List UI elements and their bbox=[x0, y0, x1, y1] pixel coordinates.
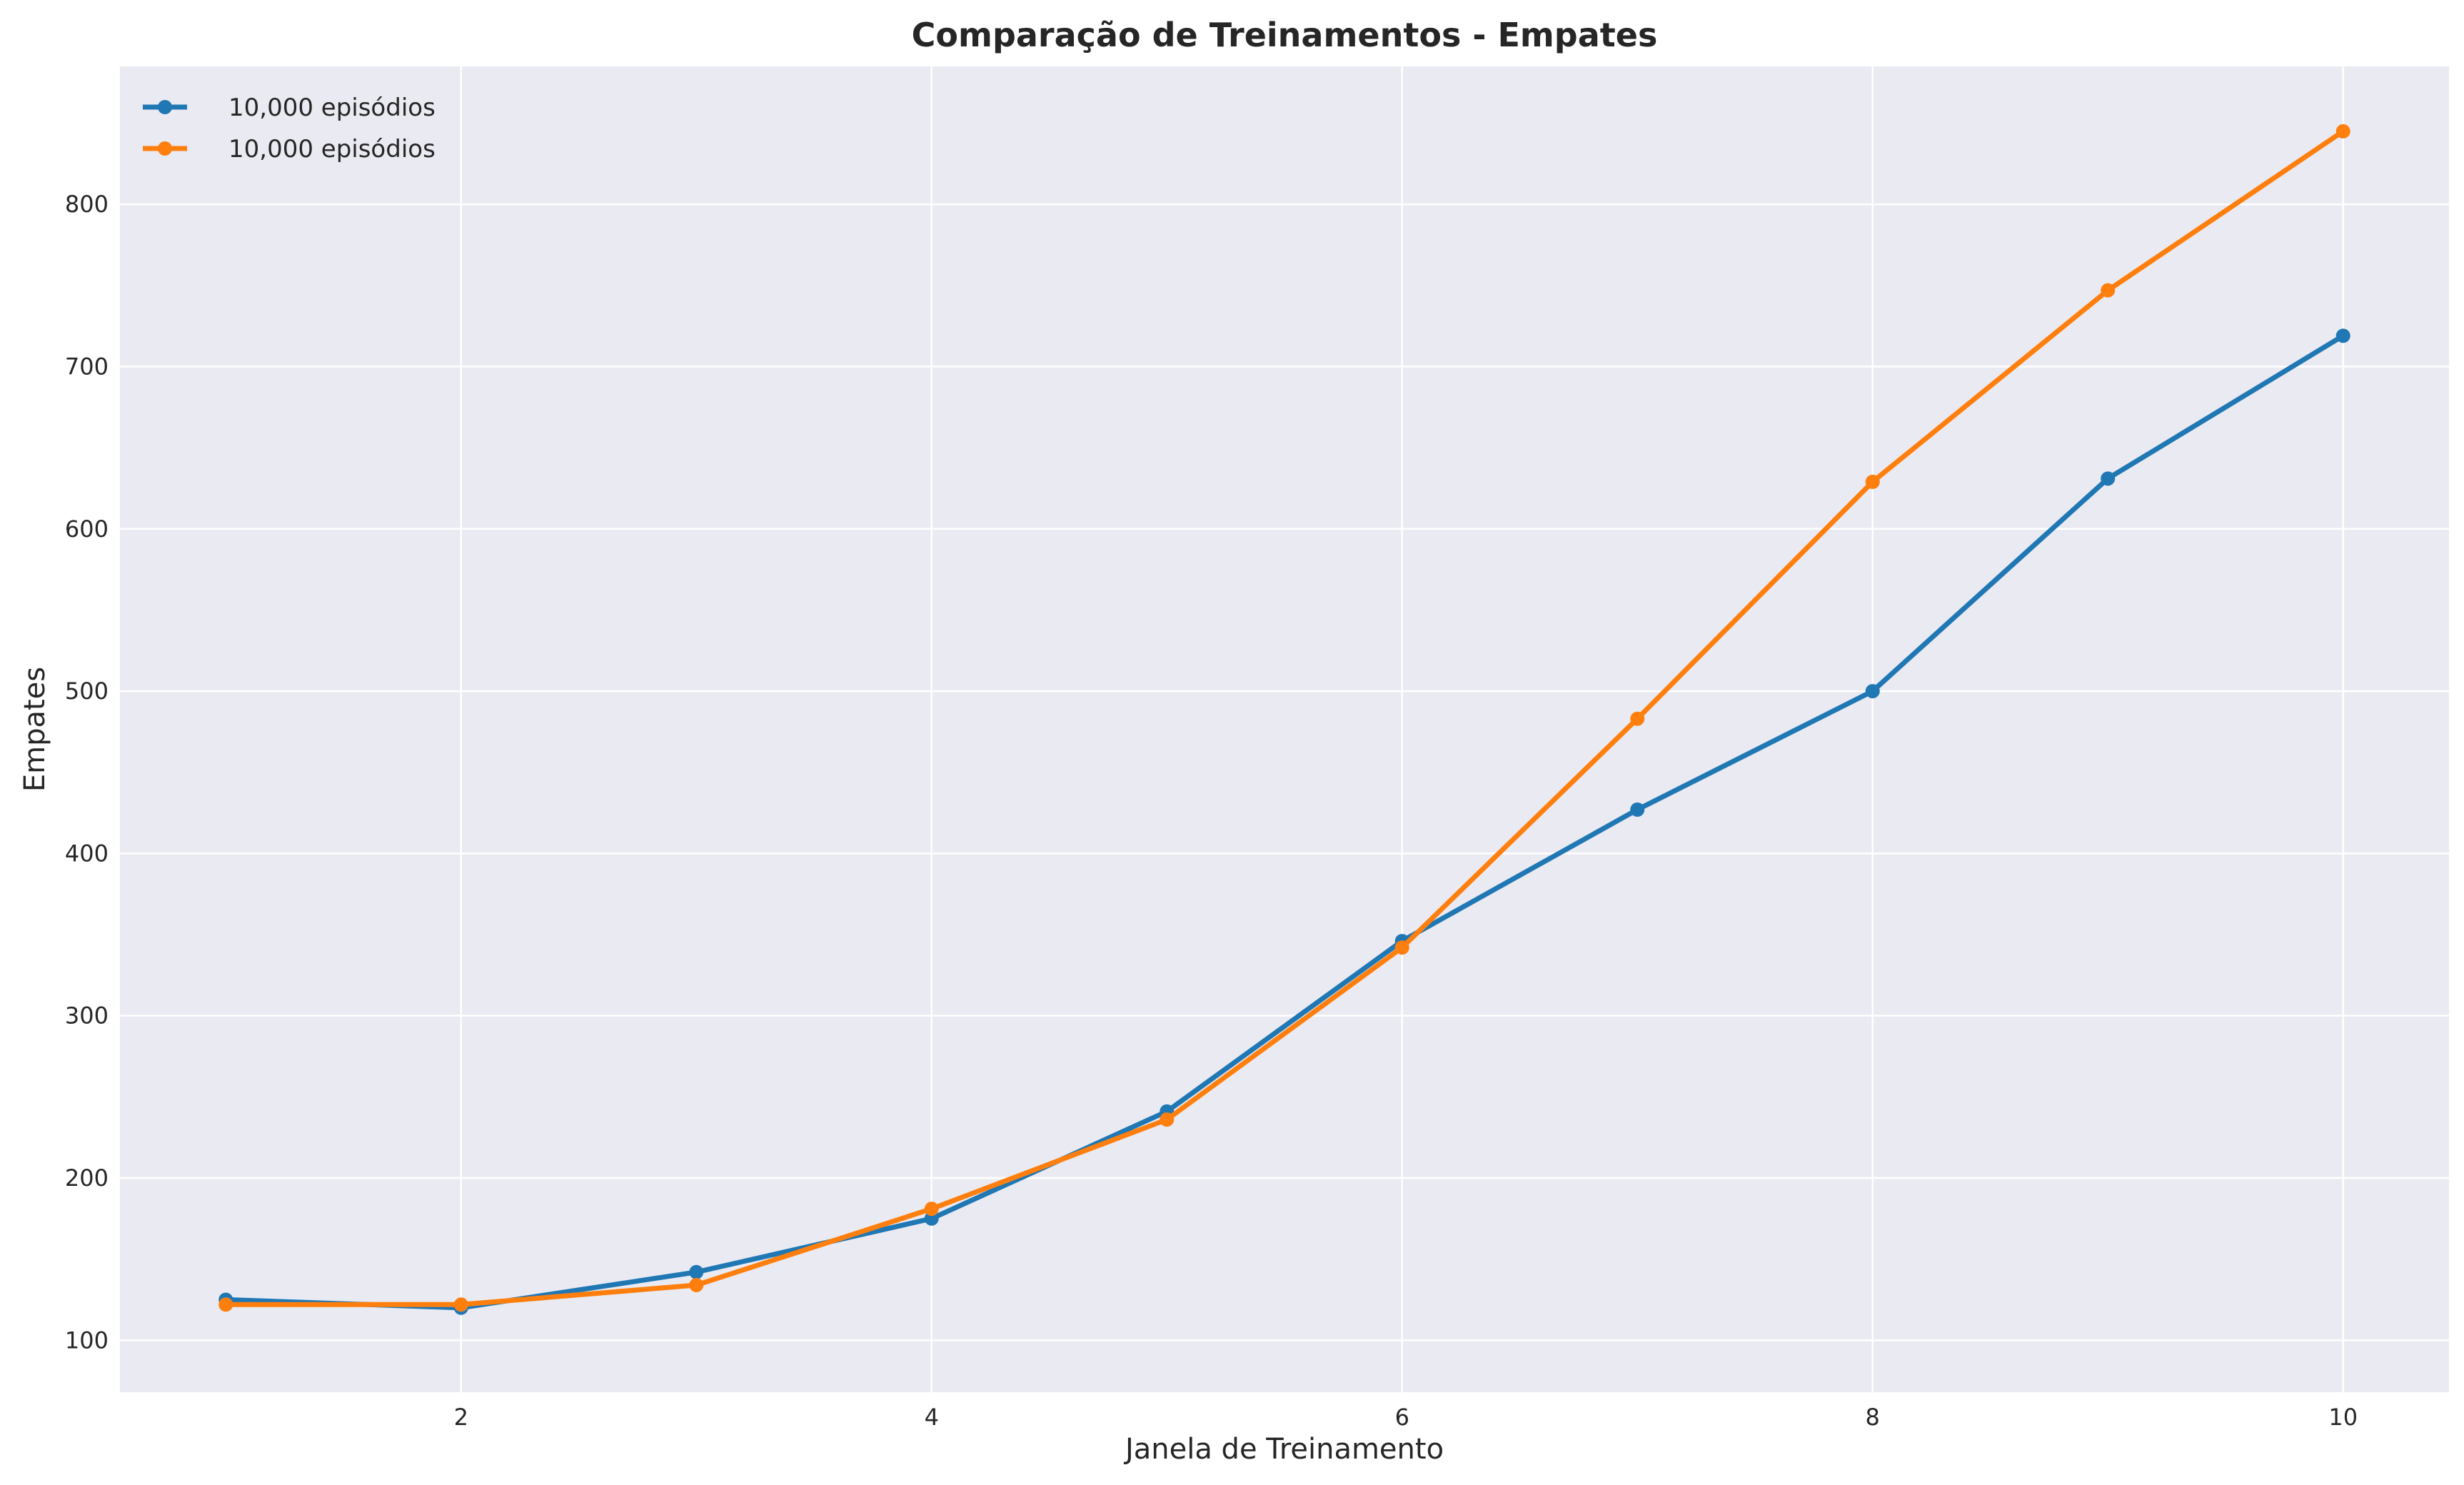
data-point bbox=[2101, 283, 2116, 298]
legend-label: 10,000 episódios bbox=[228, 94, 436, 122]
data-point bbox=[924, 1202, 939, 1217]
series-line bbox=[223, 333, 2346, 1311]
y-tick-label: 200 bbox=[65, 1164, 109, 1192]
legend-item: 10,000 episódios bbox=[143, 94, 436, 122]
x-tick-label: 2 bbox=[454, 1404, 468, 1431]
legend: 10,000 episódios 10,000 episódios bbox=[143, 94, 436, 163]
data-point bbox=[2335, 124, 2350, 139]
legend-label: 10,000 episódios bbox=[228, 135, 436, 163]
x-tick-label: 8 bbox=[1866, 1404, 1880, 1431]
y-tick-label: 500 bbox=[65, 678, 109, 705]
data-point bbox=[1394, 940, 1409, 955]
plot-area bbox=[120, 66, 2449, 1392]
ticks: 2 4 6 8 10 100 200 300 400 500 600 700 800 bbox=[65, 191, 2358, 1431]
y-axis-label: Empates bbox=[19, 667, 51, 792]
x-axis-label: Janela de Treinamento bbox=[1123, 1433, 1444, 1466]
x-tick-label: 4 bbox=[925, 1404, 939, 1431]
data-point bbox=[1630, 802, 1645, 817]
legend-item: 10,000 episódios bbox=[143, 135, 436, 163]
y-tick-label: 400 bbox=[65, 840, 109, 867]
data-point bbox=[1865, 684, 1880, 699]
data-point bbox=[1160, 1112, 1175, 1127]
chart-title: Comparação de Treinamentos - Empates bbox=[912, 16, 1658, 54]
y-tick-label: 700 bbox=[65, 353, 109, 380]
y-tick-label: 600 bbox=[65, 515, 109, 543]
x-tick-label: 6 bbox=[1395, 1404, 1409, 1431]
data-point bbox=[218, 1297, 233, 1312]
legend-marker bbox=[158, 141, 172, 156]
x-tick-label: 10 bbox=[2328, 1404, 2358, 1431]
data-point bbox=[1865, 474, 1880, 489]
series-2 bbox=[218, 124, 2350, 1312]
data-point bbox=[2335, 328, 2350, 343]
data-point bbox=[689, 1277, 704, 1292]
series-line bbox=[223, 129, 2346, 1307]
y-tick-label: 100 bbox=[65, 1327, 109, 1354]
y-tick-label: 800 bbox=[65, 191, 109, 218]
data-point bbox=[689, 1264, 704, 1279]
legend-marker bbox=[158, 100, 172, 114]
data-point bbox=[453, 1297, 468, 1312]
data-point bbox=[1630, 711, 1645, 726]
y-tick-label: 300 bbox=[65, 1002, 109, 1030]
grid bbox=[120, 66, 2449, 1392]
series-layer bbox=[218, 124, 2350, 1315]
data-point bbox=[2101, 471, 2116, 486]
